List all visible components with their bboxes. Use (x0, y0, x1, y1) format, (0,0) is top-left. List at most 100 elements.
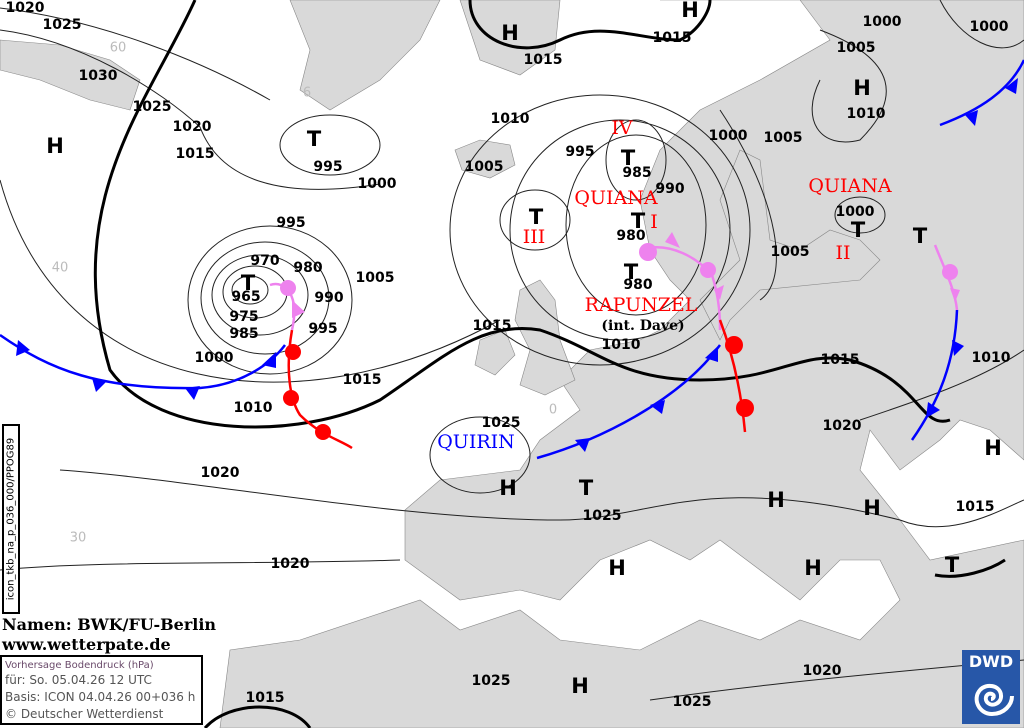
credit-website[interactable]: www.wetterpate.de (2, 635, 171, 654)
land-greenland (289, 0, 441, 111)
cold-front-triangle (262, 352, 276, 368)
isobar-label: 1015 (175, 146, 215, 162)
isobar-label: 1000 (194, 350, 234, 366)
system-name-rapunzel: RAPUNZEL (584, 294, 698, 316)
low-pressure-marker: T (850, 218, 866, 242)
cold-front-east-south (910, 309, 959, 441)
isobar-label: 995 (313, 159, 343, 175)
cold-front-triangle (705, 346, 718, 362)
isobar-label: 1025 (672, 694, 712, 710)
occlusion-symbol (665, 232, 680, 248)
warm-front-semicircle (315, 424, 331, 440)
low-pressure-marker: T (528, 205, 544, 229)
isobar-label: 1020 (822, 418, 862, 434)
system-name-quirin: QUIRIN (437, 431, 515, 453)
land-svalbard-north (459, 0, 561, 76)
cold-front-triangle (965, 110, 978, 126)
latitude-label: 40 (51, 260, 69, 276)
isobar-label: 1015 (652, 30, 692, 46)
land-uk (514, 279, 576, 396)
isobar-label: 990 (314, 290, 344, 306)
isobar-label: 1025 (481, 415, 521, 431)
isobar-label: 1015 (472, 318, 512, 334)
product-code-box: icon_tkb_na_p_036_000/PPOG89 (2, 424, 20, 614)
system-name-ii: II (835, 242, 851, 264)
isobar-label: 1025 (42, 17, 82, 33)
cold-front-quirin (536, 344, 722, 460)
warm-front-semicircle (725, 336, 743, 354)
low-pressure-marker: T (630, 209, 646, 233)
isobar-label: 995 (565, 144, 595, 160)
low-pressure-marker: T (578, 476, 594, 500)
forecast-info-box: Vorhersage Bodendruck (hPa) für: So. 05.… (0, 655, 203, 725)
isobar-1015-black-sea (934, 558, 1006, 578)
occlusion-symbol (942, 264, 958, 280)
isobar-label: 1015 (342, 372, 382, 388)
isobar-label: 1010 (601, 337, 641, 353)
isobar-label: 1010 (846, 106, 886, 122)
isobar-label: 1005 (355, 270, 395, 286)
high-pressure-marker: H (863, 496, 881, 520)
isobar-label: 1015 (245, 690, 285, 706)
system-name-quiana: QUIANA (574, 187, 658, 209)
isobar-label: 1020 (802, 663, 842, 679)
isobar-label: 1000 (708, 128, 748, 144)
isobar-label: 1015 (820, 352, 860, 368)
cold-front-triangle (1005, 78, 1018, 94)
isobar-label: 1000 (862, 14, 902, 30)
isobar-label: 965 (231, 289, 261, 305)
cold-front-triangle (185, 386, 200, 400)
credit-names: Namen: BWK/FU-Berlin (2, 615, 217, 634)
high-pressure-marker: H (681, 0, 699, 22)
high-pressure-marker: H (571, 674, 589, 698)
info-title: Vorhersage Bodendruck (hPa) (5, 660, 154, 671)
low-pressure-marker: T (240, 271, 256, 295)
warm-front-rapunzel (718, 319, 747, 433)
latitude-label: 0 (548, 402, 558, 418)
dwd-logo-text: DWD (968, 652, 1014, 671)
front-symbols (16, 78, 1018, 452)
isobar-1015-bottom (203, 705, 312, 728)
isobar-label: 995 (276, 215, 306, 231)
warm-front-atlantic (287, 329, 353, 450)
isobar-1015-north (468, 0, 712, 50)
land-canada (0, 39, 141, 111)
isobar-label: 1020 (270, 556, 310, 572)
isobar-label: 1000 (357, 176, 397, 192)
isobar-label: 1010 (490, 111, 530, 127)
latitude-label: 60 (109, 40, 127, 56)
isobars (0, 0, 1024, 701)
warm-front-semicircle (736, 399, 754, 417)
high-pressure-marker: H (499, 476, 517, 500)
isobar-label: 985 (622, 165, 652, 181)
cold-front-triangle (16, 340, 30, 356)
isobar-label: 980 (616, 228, 646, 244)
isobar-label: 1010 (971, 350, 1011, 366)
latitude-label: 30 (69, 530, 87, 546)
low-pressure-marker: T (623, 260, 639, 284)
land-iceland (454, 139, 516, 179)
occlusion-symbol (950, 288, 960, 302)
low-pressure-marker: T (306, 127, 322, 151)
high-pressure-marker: H (767, 488, 785, 512)
high-pressure-marker: H (984, 436, 1002, 460)
isobar-label: 1000 (969, 19, 1009, 35)
info-basis: Basis: ICON 04.04.26 00+036 h (5, 690, 196, 704)
cold-front-east (939, 59, 1024, 127)
info-copyright: © Deutscher Wetterdienst (5, 707, 164, 721)
isobar-label: 1000 (835, 204, 875, 220)
system-name-quiana-east: QUIANA (808, 175, 892, 197)
low-pressure-marker: T (944, 553, 960, 577)
isobar-label: 1010 (233, 400, 273, 416)
isobar-label: 1005 (836, 40, 876, 56)
isobar-label: 1030 (78, 68, 118, 84)
latitude-label: 6 (302, 85, 312, 101)
isobar-label: 1025 (582, 508, 622, 524)
high-pressure-marker: H (501, 21, 519, 45)
system-name-rapunzel-int: (int. Dave) (601, 318, 685, 334)
thick-isobars (93, 0, 1006, 728)
product-code: icon_tkb_na_p_036_000/PPOG89 (5, 437, 17, 601)
occlusion-symbol (700, 262, 716, 278)
isobar-label: 1025 (132, 99, 172, 115)
